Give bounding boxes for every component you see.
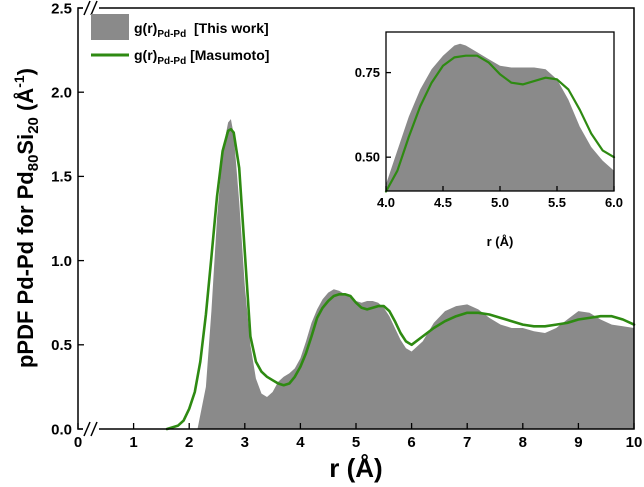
- inset-x-tick-label: 6.0: [605, 195, 623, 210]
- x-axis-label: r (Å): [329, 453, 382, 483]
- main-x-tick-label: 5: [352, 434, 360, 451]
- main-x-tick-label: 2: [185, 434, 193, 451]
- inset-y-tick-label: 0.50: [355, 150, 380, 165]
- inset-x-axis-label: r (Å): [487, 234, 514, 249]
- legend: g(r)Pd-Pd [This work] g(r)Pd-Pd [Masumot…: [91, 14, 269, 67]
- legend-label-masumoto: g(r)Pd-Pd [Masumoto]: [134, 47, 269, 67]
- inset-plot-ticks: 4.0 4.5 5.0 5.5 6.0 0.50 0.75: [355, 65, 623, 210]
- inset-line-series: [384, 54, 616, 193]
- main-line-series: [165, 127, 636, 431]
- main-x-tick-label: 8: [519, 434, 527, 451]
- main-y-tick-label: 2.0: [51, 84, 72, 101]
- x-axis-break: [83, 0, 99, 437]
- main-x-tick-label: 9: [574, 434, 582, 451]
- main-x-tick-label: 6: [407, 434, 415, 451]
- main-y-tick-label: 0.5: [51, 337, 72, 354]
- main-y-tick-label: 1.5: [51, 169, 72, 186]
- main-y-tick-label: 1.0: [51, 253, 72, 270]
- main-y-tick-label: 0.0: [51, 421, 72, 438]
- inset-x-tick-label: 5.5: [548, 195, 566, 210]
- inset-x-tick-label: 4.0: [377, 195, 395, 210]
- main-plot-ticks: 0 1 2 3 4 5 6 7 8 9 10 0.0 0.5 1.0 1.5 2.0 2.5: [51, 0, 642, 451]
- inset-plot-series: [384, 43, 616, 193]
- legend-label-this-work: g(r)Pd-Pd [This work]: [134, 20, 269, 40]
- inset-x-tick-label: 4.5: [434, 195, 452, 210]
- main-x-tick-label: 3: [241, 434, 249, 451]
- main-x-tick-label: 1: [129, 434, 137, 451]
- main-x-tick-label: 4: [296, 434, 305, 451]
- inset-y-tick-label: 0.75: [355, 65, 380, 80]
- main-x-tick-label: 0: [74, 434, 82, 451]
- main-plot-series: [165, 119, 636, 431]
- main-y-tick-label: 2.5: [51, 0, 72, 17]
- inset-x-tick-label: 5.0: [491, 195, 509, 210]
- main-x-tick-label: 10: [626, 434, 643, 451]
- y-axis-label: pPDF Pd-Pd for Pd80Si20 (Å-1): [11, 68, 42, 368]
- legend-swatch-area: [91, 14, 129, 40]
- main-x-tick-label: 7: [463, 434, 471, 451]
